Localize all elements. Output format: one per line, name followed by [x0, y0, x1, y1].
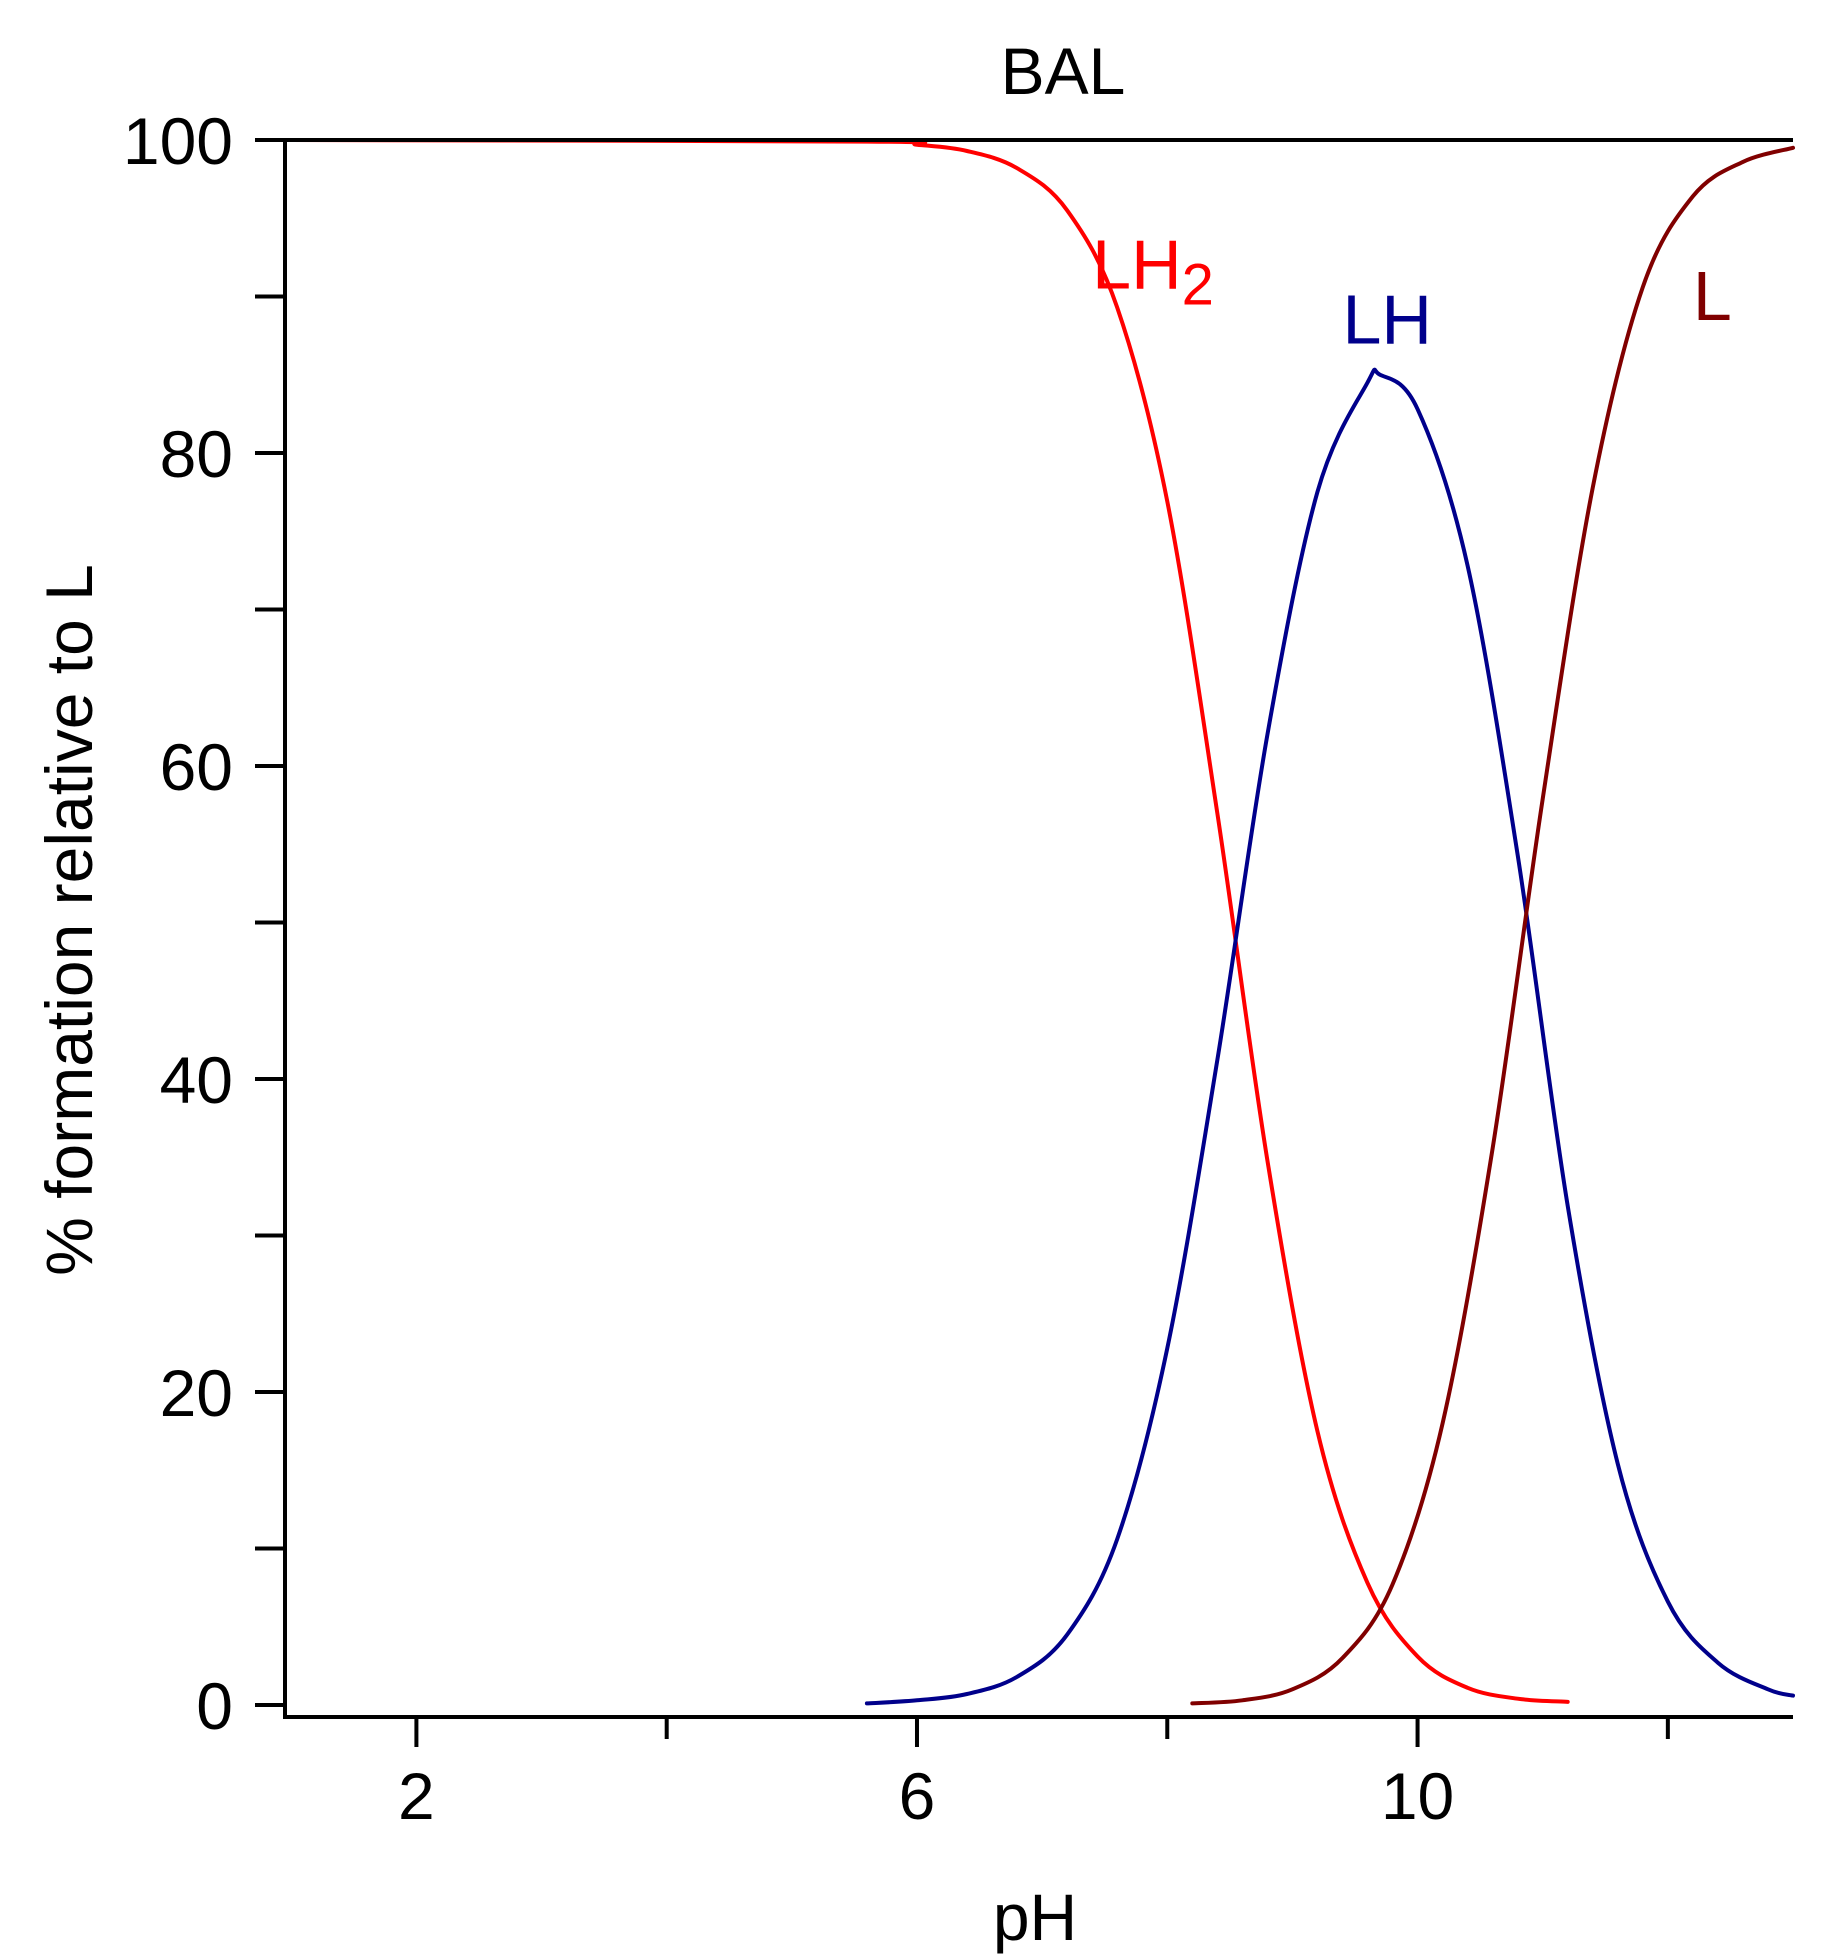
y-tick-label: 60: [160, 730, 233, 804]
chart-title: BAL: [1001, 34, 1126, 108]
y-tick-label: 20: [160, 1356, 233, 1430]
series-label-lh: LH: [1342, 280, 1431, 358]
x-tick-label: 2: [398, 1759, 435, 1833]
series-line-lh2: [289, 138, 1570, 1704]
series-line-l: [1190, 145, 1795, 1706]
y-tick-label: 100: [123, 104, 233, 178]
axes-layer: [283, 138, 1793, 1719]
y-tick-label: 80: [160, 417, 233, 491]
x-tick-label: 6: [899, 1759, 936, 1833]
y-tick-label: 0: [196, 1669, 233, 1743]
series-line-lh: [864, 367, 1795, 1706]
series-label-lh2: LH2: [1092, 226, 1214, 318]
series-labels: LH2 LH L: [1092, 226, 1732, 359]
x-axis-label: pH: [993, 1880, 1077, 1954]
y-tick-label: 40: [160, 1043, 233, 1117]
series-label-l: L: [1693, 257, 1732, 335]
y-axis-label: % formation relative to L: [32, 564, 106, 1276]
series-layer: [289, 138, 1795, 1706]
ticks-layer: 0 20 40 60 80 100 2 6 10: [123, 104, 1670, 1833]
x-tick-label: 10: [1381, 1759, 1454, 1833]
